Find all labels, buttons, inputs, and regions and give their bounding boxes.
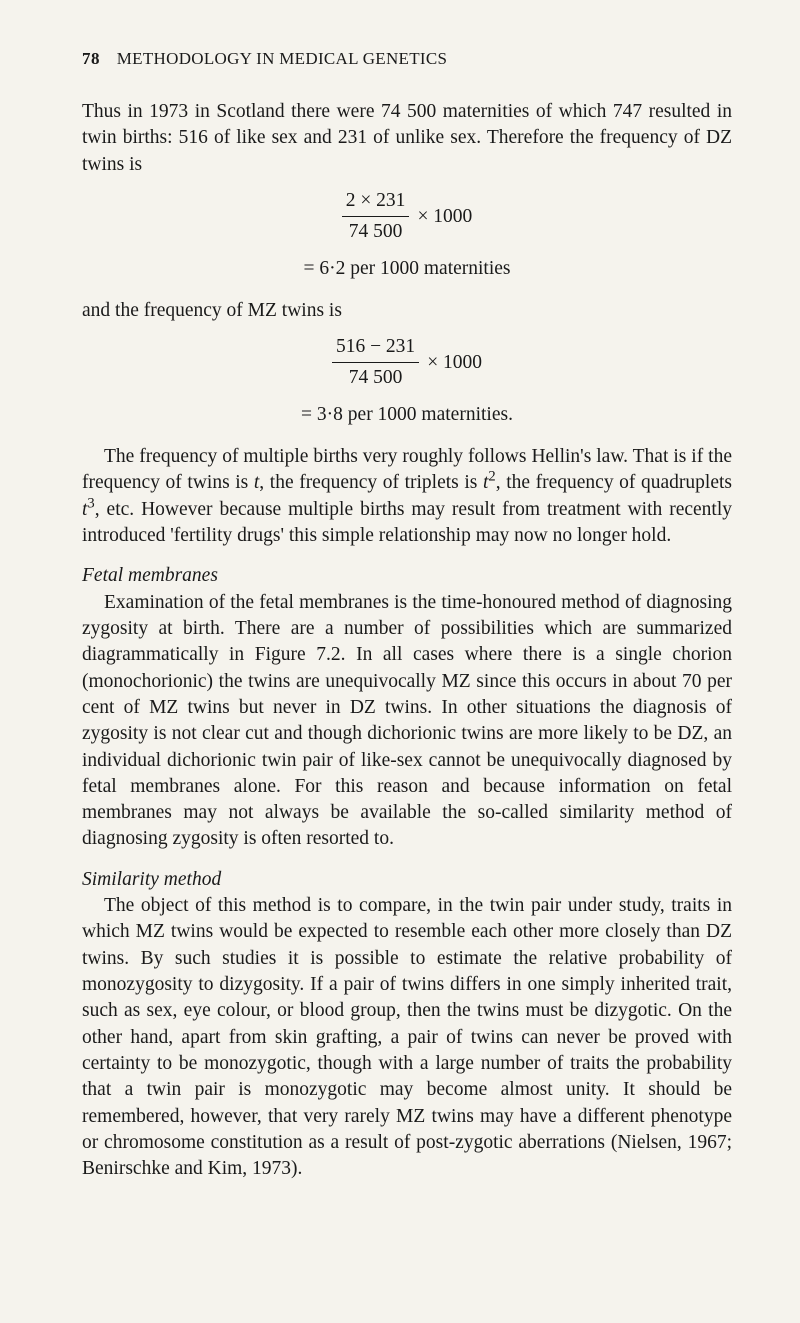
fraction-mz-numerator: 516 − 231 [332, 334, 419, 363]
page-number: 78 [82, 49, 100, 68]
similarity-heading: Similarity method [82, 867, 732, 893]
equation-mz: 516 − 231 74 500 × 1000 [82, 334, 732, 392]
hellin-post: , etc. However because multiple births m… [82, 499, 732, 546]
result-dz: = 6·2 per 1000 maternities [82, 256, 732, 282]
fraction-mz: 516 − 231 74 500 [332, 334, 419, 392]
hellin-paragraph: The frequency of multiple births very ro… [82, 444, 732, 549]
intro-paragraph: Thus in 1973 in Scotland there were 74 5… [82, 99, 732, 178]
equation-dz: 2 × 231 74 500 × 1000 [82, 188, 732, 246]
result-mz: = 3·8 per 1000 maternities. [82, 402, 732, 428]
page-header: 78 METHODOLOGY IN MEDICAL GENETICS [82, 48, 732, 71]
var-t3-sup: 3 [87, 495, 94, 511]
similarity-paragraph: The object of this method is to compare,… [82, 893, 732, 1182]
multiplier-dz: × 1000 [417, 204, 472, 230]
fraction-dz-denominator: 74 500 [342, 217, 410, 245]
multiplier-mz: × 1000 [427, 350, 482, 376]
header-title: METHODOLOGY IN MEDICAL GENETICS [117, 49, 448, 68]
mid-text: and the frequency of MZ twins is [82, 298, 732, 324]
hellin-mid1: , the frequency of triplets is [259, 472, 483, 493]
hellin-mid2: , the frequency of quadruplets [496, 472, 732, 493]
fraction-dz: 2 × 231 74 500 [342, 188, 410, 246]
var-t2-sup: 2 [488, 469, 495, 485]
fraction-mz-denominator: 74 500 [332, 363, 419, 391]
fraction-dz-numerator: 2 × 231 [342, 188, 410, 217]
fetal-paragraph: Examination of the fetal membranes is th… [82, 590, 732, 853]
fetal-heading: Fetal membranes [82, 563, 732, 589]
